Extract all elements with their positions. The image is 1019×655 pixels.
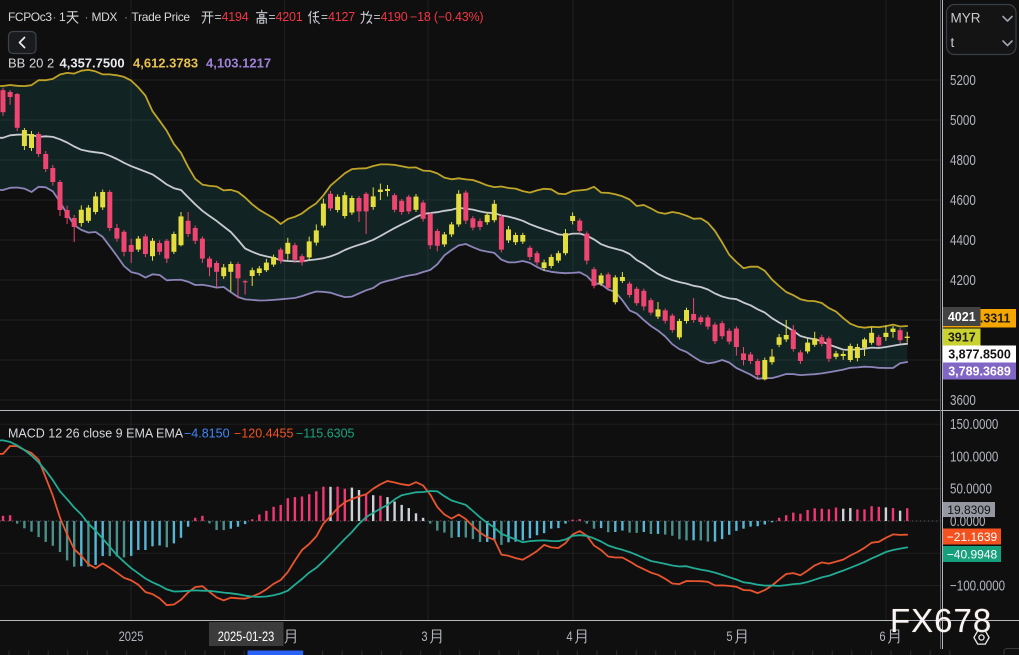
svg-text:4,612.3783: 4,612.3783 <box>133 56 198 71</box>
svg-text:5: 5 <box>726 629 732 644</box>
svg-text:−18 (−0.43%): −18 (−0.43%) <box>410 10 483 24</box>
svg-text:FX678: FX678 <box>890 602 992 639</box>
svg-text:FCPOc3: FCPOc3 <box>8 10 52 24</box>
svg-text:6: 6 <box>879 629 885 644</box>
svg-text:150.0000: 150.0000 <box>950 416 998 433</box>
svg-text:4,103.1217: 4,103.1217 <box>206 56 271 71</box>
svg-text:4190: 4190 <box>381 10 408 24</box>
svg-text:3,789.3689: 3,789.3689 <box>948 364 1011 378</box>
svg-text:5200: 5200 <box>950 72 976 89</box>
svg-text:=: = <box>215 10 222 24</box>
svg-text:1: 1 <box>59 10 66 24</box>
svg-text:3: 3 <box>421 629 427 644</box>
svg-text:MACD 12 26 close 9 EMA EMA: MACD 12 26 close 9 EMA EMA <box>8 427 184 441</box>
svg-text:−4.8150: −4.8150 <box>184 427 230 441</box>
svg-text:−115.6305: −115.6305 <box>296 427 355 441</box>
svg-text:BB 20 2: BB 20 2 <box>8 56 54 71</box>
svg-text:=: = <box>269 10 276 24</box>
svg-text:−120.4455: −120.4455 <box>234 427 293 441</box>
svg-text:4400: 4400 <box>950 232 976 249</box>
svg-text:4200: 4200 <box>950 272 976 289</box>
svg-text:t: t <box>951 35 955 50</box>
svg-text:Trade Price: Trade Price <box>132 10 191 24</box>
svg-text:3600: 3600 <box>950 392 976 409</box>
svg-text:4800: 4800 <box>950 152 976 169</box>
svg-text:4600: 4600 <box>950 192 976 209</box>
svg-text:2025: 2025 <box>119 629 144 644</box>
svg-text:=: = <box>321 10 328 24</box>
svg-text:100.0000: 100.0000 <box>950 448 998 465</box>
svg-text:50.0000: 50.0000 <box>950 480 992 497</box>
svg-text:·: · <box>85 10 89 24</box>
svg-text:·: · <box>53 10 57 24</box>
svg-text:MDX: MDX <box>92 10 118 24</box>
svg-text:−21.1639: −21.1639 <box>947 530 998 544</box>
svg-text:5000: 5000 <box>950 112 976 129</box>
svg-text:MYR: MYR <box>951 11 981 26</box>
svg-text:·: · <box>124 10 128 24</box>
svg-text:=: = <box>374 10 381 24</box>
svg-text:4: 4 <box>566 629 572 644</box>
svg-text:−100.0000: −100.0000 <box>950 577 1005 594</box>
svg-text:4127: 4127 <box>328 10 355 24</box>
svg-text:4201: 4201 <box>276 10 303 24</box>
svg-text:−40.9948: −40.9948 <box>947 547 998 561</box>
svg-text:19.8309: 19.8309 <box>947 503 991 517</box>
svg-text:4,357.7500: 4,357.7500 <box>60 56 125 71</box>
svg-text:4194: 4194 <box>222 10 249 24</box>
svg-text:2025-01-23: 2025-01-23 <box>218 629 275 644</box>
svg-text:3,877.8500: 3,877.8500 <box>948 347 1011 361</box>
svg-text:3917: 3917 <box>948 330 976 344</box>
svg-text:4021: 4021 <box>948 310 976 324</box>
